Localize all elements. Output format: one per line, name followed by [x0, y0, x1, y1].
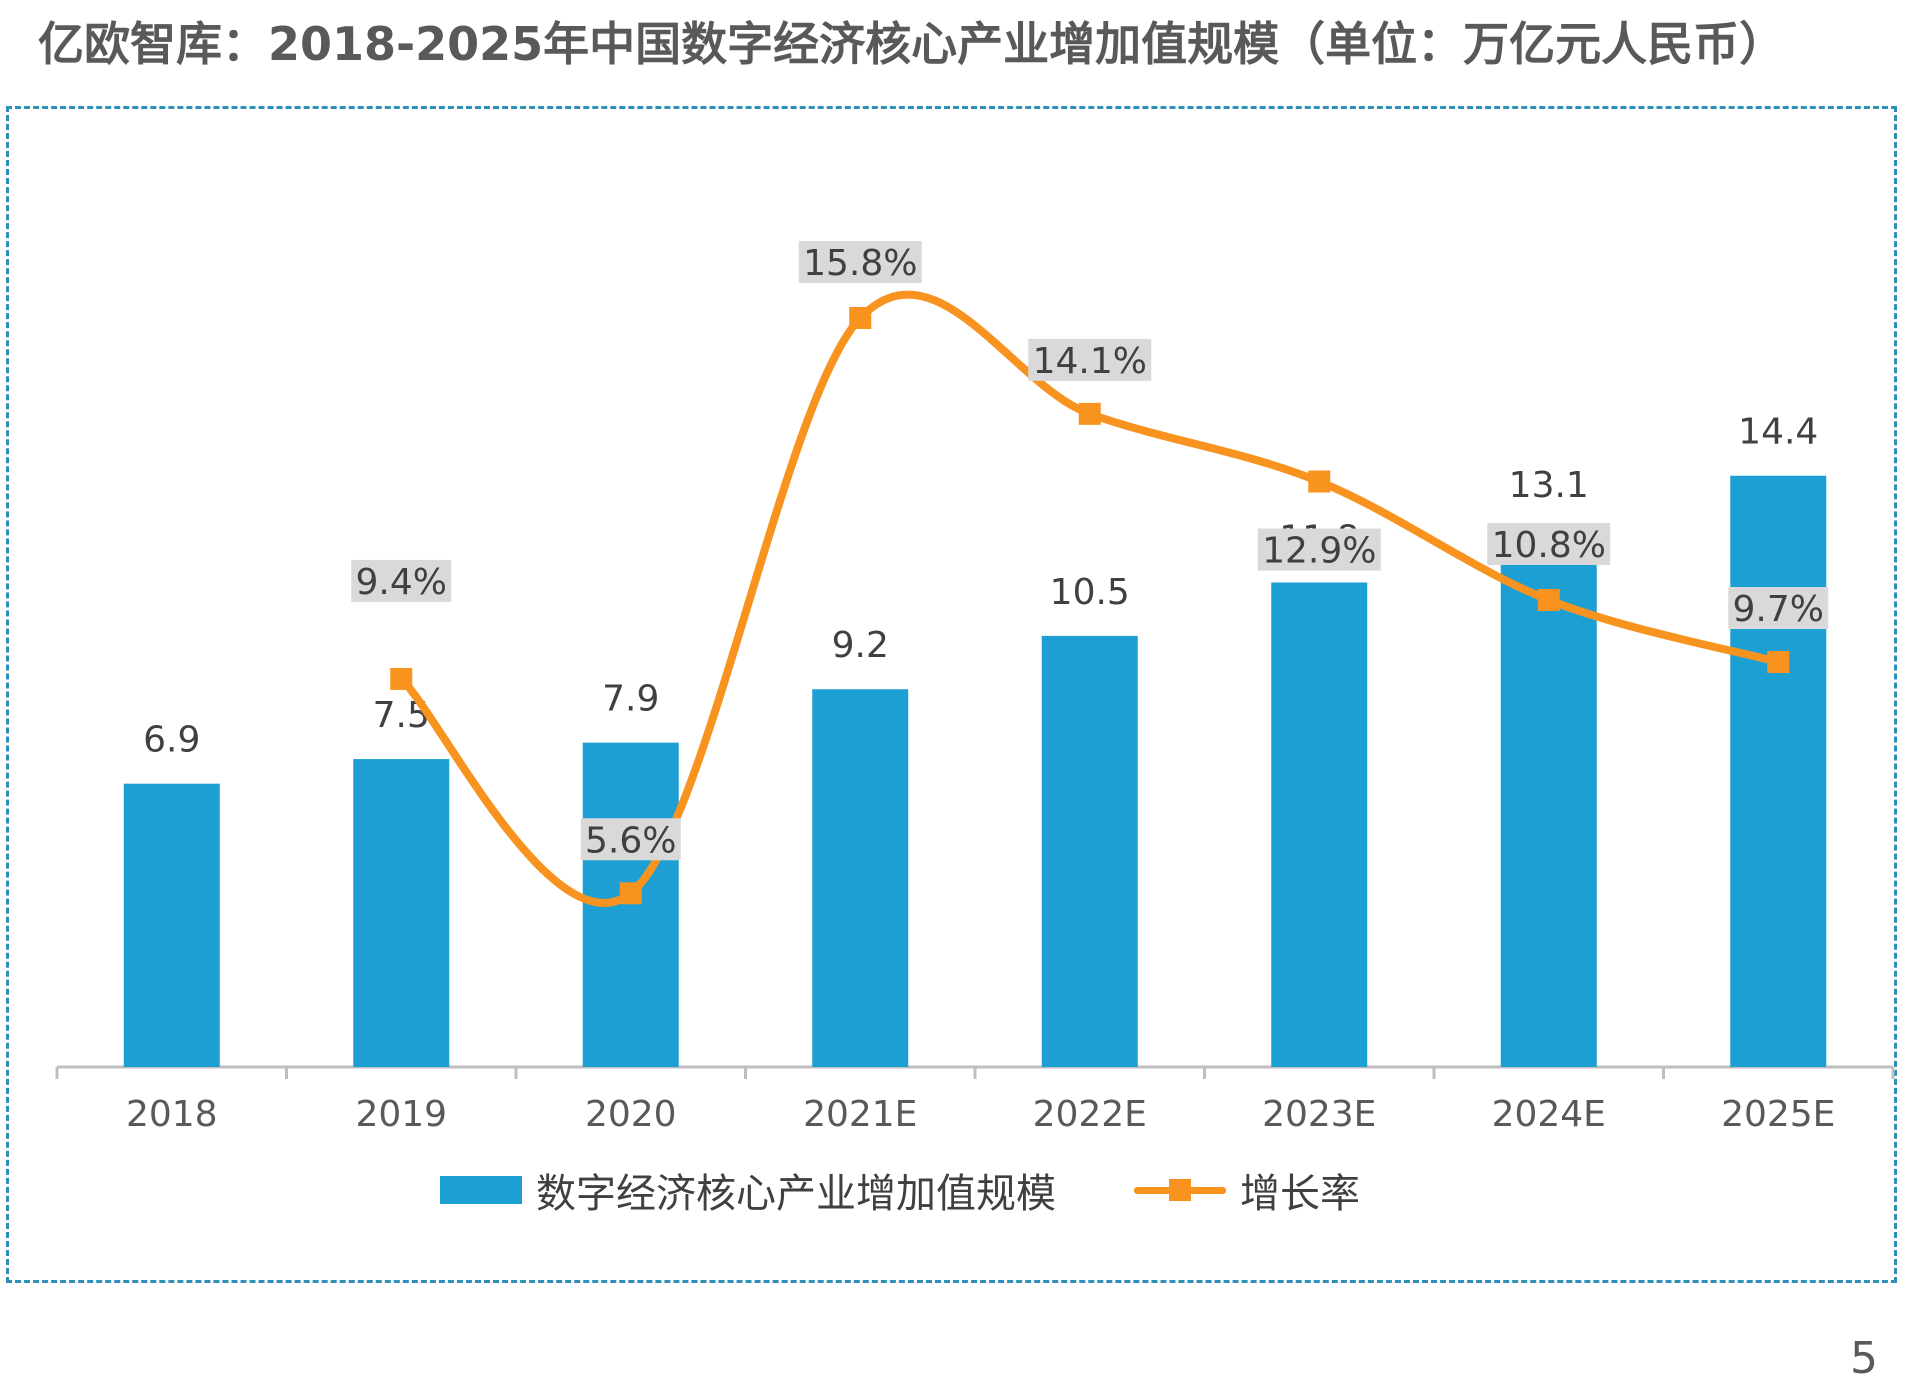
growth-value-label-2020: 5.6% [585, 820, 676, 861]
bar-2023E [1271, 582, 1368, 1067]
bar-2019 [353, 759, 450, 1067]
growth-label-bg-2024E [1487, 522, 1611, 565]
x-tick-label-2020: 2020 [585, 1094, 677, 1135]
x-tick-label-2018: 2018 [126, 1094, 218, 1135]
bar-value-label-2020: 7.9 [602, 679, 659, 720]
bar-2024E [1500, 529, 1597, 1067]
legend: 数字经济核心产业增加值规模 增长率 [0, 1160, 1906, 1220]
legend-label-line: 增长率 [1240, 1171, 1360, 1217]
x-tick-label-2022E: 2022E [1033, 1094, 1147, 1135]
growth-value-labels: 9.4% 5.6% 15.8% 14.1% 12.9% 10.8% 9.7% [351, 240, 1829, 861]
growth-value-label-2023E: 12.9% [1262, 531, 1376, 572]
growth-value-label-2019: 9.4% [356, 562, 447, 603]
growth-marker-2024E [1537, 588, 1560, 611]
x-tick-labels: 2018 2019 2020 2021E 2022E 2023E 2024E 2025E [126, 1094, 1836, 1135]
growth-marker-2023E [1308, 470, 1331, 493]
growth-marker-2020 [619, 882, 642, 905]
growth-value-label-2025E: 9.7% [1733, 589, 1824, 630]
bar-value-label-2018: 6.9 [143, 720, 200, 761]
x-tick-label-2024E: 2024E [1492, 1094, 1606, 1135]
x-tick-label-2021E: 2021E [803, 1094, 917, 1135]
x-tick-label-2023E: 2023E [1262, 1094, 1376, 1135]
growth-marker-2025E [1767, 651, 1790, 674]
bar-2025E [1730, 475, 1827, 1068]
bar-value-label-2022E: 10.5 [1050, 572, 1130, 613]
growth-label-bg-2019 [351, 559, 452, 602]
legend-item-bar: 数字经济核心产业增加值规模 [440, 1160, 1056, 1220]
growth-value-label-2024E: 10.8% [1492, 525, 1606, 566]
growth-label-bg-2021E [798, 240, 922, 283]
growth-label-bg-2023E [1257, 528, 1381, 571]
bar-series [123, 475, 1827, 1068]
bar-value-label-2024E: 13.1 [1509, 465, 1589, 506]
page-title: 亿欧智库：2018-2025年中国数字经济核心产业增加值规模（单位：万亿元人民币… [38, 17, 1786, 71]
bar-2021E [812, 689, 909, 1067]
legend-line-swatch [1134, 1176, 1226, 1204]
page-number: 5 [1850, 1333, 1878, 1384]
legend-bar-swatch [440, 1176, 522, 1204]
bar-2022E [1041, 635, 1138, 1067]
legend-label-bar: 数字经济核心产业增加值规模 [536, 1171, 1056, 1217]
bar-value-label-2025E: 14.4 [1738, 412, 1818, 453]
growth-marker-2019 [390, 667, 413, 690]
x-tick-label-2019: 2019 [355, 1094, 447, 1135]
chart-frame [6, 106, 1897, 1283]
growth-marker-2022E [1078, 402, 1101, 425]
bar-2018 [123, 783, 220, 1067]
legend-item-line: 增长率 [1134, 1160, 1360, 1220]
growth-label-bg-2025E [1728, 587, 1829, 630]
growth-label-bg-2022E [1028, 338, 1152, 381]
bar-value-label-2021E: 9.2 [832, 625, 889, 666]
growth-marker-2021E [849, 306, 872, 329]
growth-value-label-2022E: 14.1% [1033, 341, 1147, 382]
x-axis [55, 1065, 1895, 1079]
growth-label-bg-2020 [580, 818, 681, 861]
growth-line-series [390, 290, 1790, 907]
x-tick-label-2025E: 2025E [1721, 1094, 1835, 1135]
growth-value-label-2021E: 15.8% [803, 243, 917, 284]
